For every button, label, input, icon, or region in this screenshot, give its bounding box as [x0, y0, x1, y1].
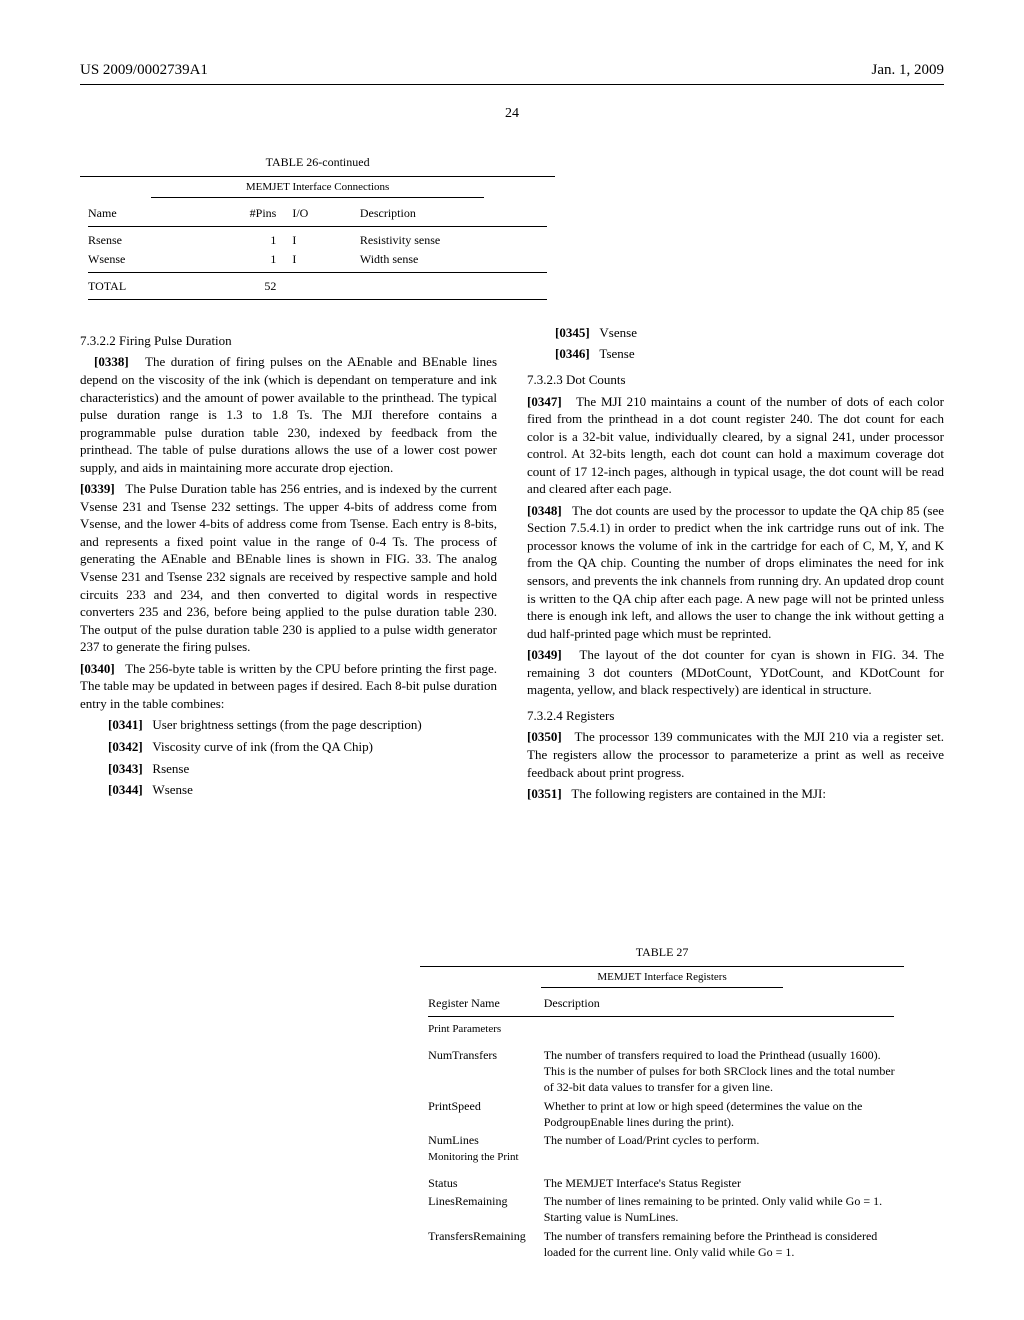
col-name: Name — [80, 204, 194, 222]
table-total-row: TOTAL 52 — [80, 277, 555, 295]
list-item: [0343] Rsense — [100, 760, 497, 778]
paragraph: [0350] The processor 139 communicates wi… — [527, 728, 944, 781]
table-caption: TABLE 27 — [420, 944, 904, 960]
list-item: [0342] Viscosity curve of ink (from the … — [100, 738, 497, 756]
table-header-row: Register Name Description — [420, 994, 904, 1012]
list-item: [0341] User brightness settings (from th… — [100, 716, 497, 734]
paragraph: [0348] The dot counts are used by the pr… — [527, 502, 944, 642]
paragraph: [0349] The layout of the dot counter for… — [527, 646, 944, 699]
table-header-row: Name #Pins I/O Description — [80, 204, 555, 222]
paragraph: [0339] The Pulse Duration table has 256 … — [80, 480, 497, 655]
table-row: NumLinesThe number of Load/Print cycles … — [420, 1131, 904, 1149]
table-subcaption: MEMJET Interface Registers — [541, 970, 783, 988]
page-header: US 2009/0002739A1 Jan. 1, 2009 — [80, 60, 944, 85]
table-row: Wsense 1 I Width sense — [80, 250, 555, 268]
table-subcaption: MEMJET Interface Connections — [151, 180, 484, 198]
list-item: [0346] Tsense — [547, 345, 944, 363]
table-section-heading: Monitoring the Print — [420, 1149, 904, 1166]
table-row: PrintSpeedWhether to print at low or hig… — [420, 1097, 904, 1131]
table-row: Rsense 1 I Resistivity sense — [80, 231, 555, 249]
table-row: LinesRemainingThe number of lines remain… — [420, 1192, 904, 1226]
table-caption: TABLE 26-continued — [80, 154, 555, 170]
col-desc: Description — [352, 204, 555, 222]
col-pins: #Pins — [194, 204, 284, 222]
publication-date: Jan. 1, 2009 — [872, 60, 945, 80]
body-columns: 7.3.2.2 Firing Pulse Duration [0338] The… — [80, 324, 944, 924]
table-row: StatusThe MEMJET Interface's Status Regi… — [420, 1174, 904, 1192]
publication-number: US 2009/0002739A1 — [80, 60, 208, 80]
list-item: [0344] Wsense — [100, 781, 497, 799]
section-heading: 7.3.2.3 Dot Counts — [527, 371, 944, 389]
table-row: NumTransfersThe number of transfers requ… — [420, 1046, 904, 1097]
section-heading: 7.3.2.4 Registers — [527, 707, 944, 725]
paragraph: [0338] The duration of firing pulses on … — [80, 353, 497, 476]
patent-page: US 2009/0002739A1 Jan. 1, 2009 24 TABLE … — [0, 0, 1024, 1320]
table-section-heading: Print Parameters — [420, 1021, 904, 1038]
col-io: I/O — [284, 204, 352, 222]
paragraph: [0340] The 256-byte table is written by … — [80, 660, 497, 713]
page-number: 24 — [80, 105, 944, 124]
paragraph: [0347] The MJI 210 maintains a count of … — [527, 393, 944, 498]
list-item: [0345] Vsense — [547, 324, 944, 342]
section-heading: 7.3.2.2 Firing Pulse Duration — [80, 332, 497, 350]
table-row: TransfersRemainingThe number of transfer… — [420, 1227, 904, 1261]
paragraph: [0351] The following registers are conta… — [527, 785, 944, 803]
table-27: TABLE 27 MEMJET Interface Registers Regi… — [420, 944, 904, 1261]
table-26-continued: TABLE 26-continued MEMJET Interface Conn… — [80, 154, 555, 304]
